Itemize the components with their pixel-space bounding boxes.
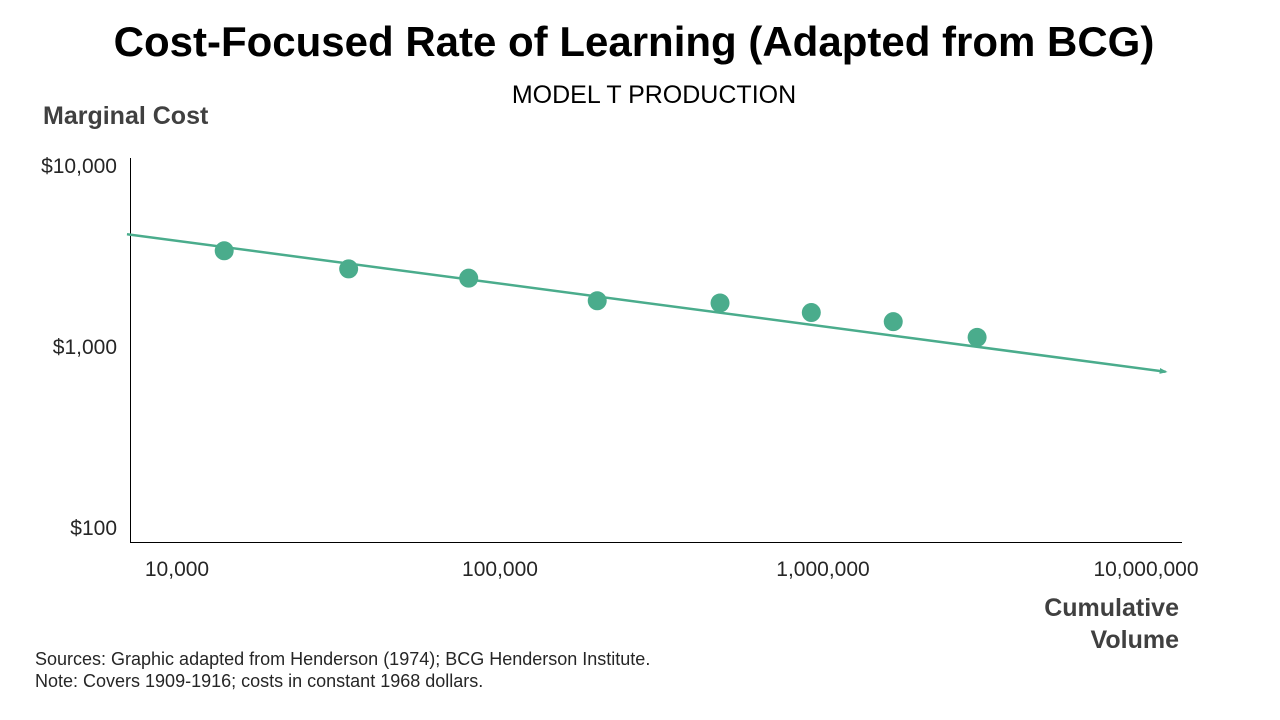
- x-tick-label-4: 10,000,000: [1093, 558, 1198, 581]
- data-point-1: [214, 241, 234, 261]
- data-point-2: [339, 259, 359, 279]
- data-point-7: [883, 312, 903, 332]
- x-axis-label-line-2: Volume: [1090, 626, 1179, 654]
- source-note: Sources: Graphic adapted from Henderson …: [35, 648, 650, 692]
- y-tick-label-3: $100: [70, 517, 117, 540]
- sources-text: Sources: Graphic adapted from Henderson …: [35, 649, 651, 669]
- x-axis-label: Cumulative Volume: [1044, 592, 1179, 656]
- x-tick-label-2: 100,000: [462, 558, 538, 581]
- x-tick-label-3: 1,000,000: [776, 558, 869, 581]
- y-tick-labels: $10,000 $1,000 $100: [41, 155, 117, 540]
- y-tick-label-2: $1,000: [53, 336, 117, 359]
- trend-line: [126, 232, 1168, 374]
- data-point-6: [801, 303, 821, 323]
- data-points: [214, 241, 987, 347]
- y-tick-label-1: $10,000: [41, 155, 117, 178]
- x-axis-label-line-1: Cumulative: [1044, 594, 1179, 622]
- data-point-3: [459, 268, 479, 288]
- note-text: Note: Covers 1909-1916; costs in constan…: [35, 671, 484, 691]
- x-tick-label-1: 10,000: [145, 558, 209, 581]
- chart-title: Cost-Focused Rate of Learning (Adapted f…: [113, 18, 1155, 65]
- x-tick-labels: 10,000 100,000 1,000,000 10,000,000: [145, 558, 1199, 581]
- data-point-5: [710, 293, 730, 313]
- data-point-4: [587, 291, 607, 311]
- y-axis-label: Marginal Cost: [43, 102, 209, 130]
- data-point-8: [967, 327, 987, 347]
- chart-subtitle: MODEL T PRODUCTION: [511, 81, 797, 109]
